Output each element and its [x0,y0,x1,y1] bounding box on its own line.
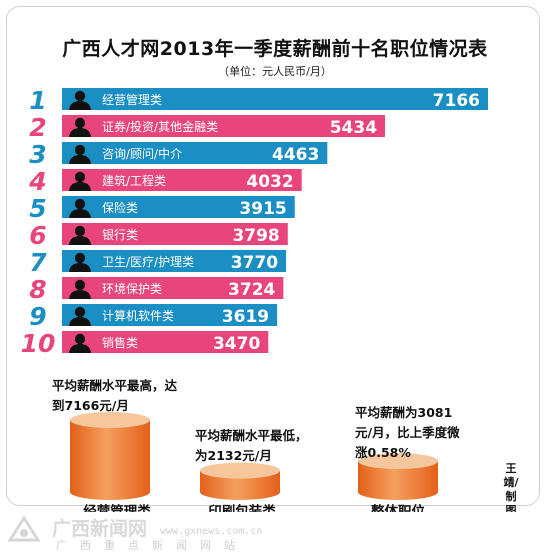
cylinder-top-1 [70,412,150,428]
bar-1 [62,88,488,110]
value-label-5: 3915 [239,199,286,219]
value-label-2: 5434 [330,118,377,138]
value-label-3: 4463 [272,145,319,165]
person-head-icon-5 [74,198,86,210]
rank-label-7: 7 [29,248,47,277]
footer [0,512,550,552]
bar-5 [62,196,295,218]
rank-label-9: 9 [29,302,46,331]
rank-label-4: 4 [28,167,46,196]
person-head-icon-10 [74,333,86,345]
chart-title: 广西人才网2013年一季度薪酬前十名职位情况表 [62,38,488,60]
chart-unit: （单位：元人民币/月） [218,65,332,78]
person-body-icon-1 [69,101,91,110]
gxnews-logo-icon [7,515,41,542]
person-body-icon-7 [69,263,91,272]
cylinder-body-2 [200,470,280,500]
bar-6 [62,223,288,245]
person-body-icon-6 [69,236,91,245]
value-label-8: 3724 [228,280,275,300]
bar-10 [62,331,269,353]
note-overall: 平均薪酬为3081元/月，比上季度微涨0.58% [355,405,460,460]
person-head-icon-7 [74,252,86,264]
category-label-10: 销售类 [102,335,138,350]
person-body-icon-9 [69,317,91,326]
note-highest: 平均薪酬水平最高，达到7166元/月 [52,378,178,413]
rank-label-10: 10 [21,329,56,355]
value-label-7: 3770 [231,253,278,273]
footer-url: www.gxnews.com.cn [160,526,263,537]
bar-4 [62,169,302,191]
person-body-icon-2 [69,128,91,137]
category-label-6: 银行类 [102,228,138,242]
person-body-icon-3 [69,155,91,164]
value-label-9: 3619 [222,307,269,327]
person-body-icon-4 [69,182,91,191]
footer-subtitle: 广西重点新闻网站 [56,539,248,552]
salary-bar-chart: 1 经营管理类 7166 2 证券/投资/其他金融类 5434 3 咨询/顾问/中介 4463 4… [21,86,488,355]
category-label-7: 卫生/医疗/护理类 [102,255,194,269]
category-label-9: 计算机软件类 [102,308,174,323]
rank-label-1: 1 [29,86,46,115]
person-head-icon-8 [74,279,86,291]
category-label-3: 咨询/顾问/中介 [102,146,182,161]
person-body-icon-8 [69,290,91,299]
category-label-5: 保险类 [102,200,138,215]
cylinder-body-3 [358,461,438,500]
note-lowest: 平均薪酬水平最低，为2132元/月 [195,428,308,463]
value-label-1: 7166 [433,91,480,111]
category-label-1: 经营管理类 [102,92,162,107]
person-head-icon-1 [74,90,86,102]
rank-label-3: 3 [29,140,46,169]
bar-9 [62,304,278,326]
person-head-icon-6 [74,225,86,237]
bar-7 [62,250,287,272]
rank-label-2: 2 [29,113,46,142]
person-head-icon-3 [74,144,86,156]
credit-text: 王靖/制图 [503,462,519,517]
rank-label-5: 5 [29,194,46,223]
person-body-icon-10 [69,344,91,353]
cylinder-top-2 [200,462,280,479]
bar-8 [62,277,284,299]
bar-2 [62,115,386,137]
category-label-8: 环境保护类 [102,281,162,296]
footer-logo-text: 广西新闻网 [52,518,148,540]
category-label-2: 证券/投资/其他金融类 [102,119,218,134]
cylinder-top-3 [358,453,438,470]
rank-label-8: 8 [29,275,46,304]
cylinder-body-1 [70,420,150,500]
person-head-icon-9 [74,306,86,318]
person-body-icon-5 [69,209,91,218]
value-label-4: 4032 [246,172,293,192]
value-label-6: 3798 [232,226,279,246]
bar-3 [62,142,328,164]
rank-label-6: 6 [29,221,46,250]
person-head-icon-2 [74,117,86,129]
category-label-4: 建筑/工程类 [102,173,166,188]
value-label-10: 3470 [213,334,260,354]
person-head-icon-4 [74,171,86,183]
